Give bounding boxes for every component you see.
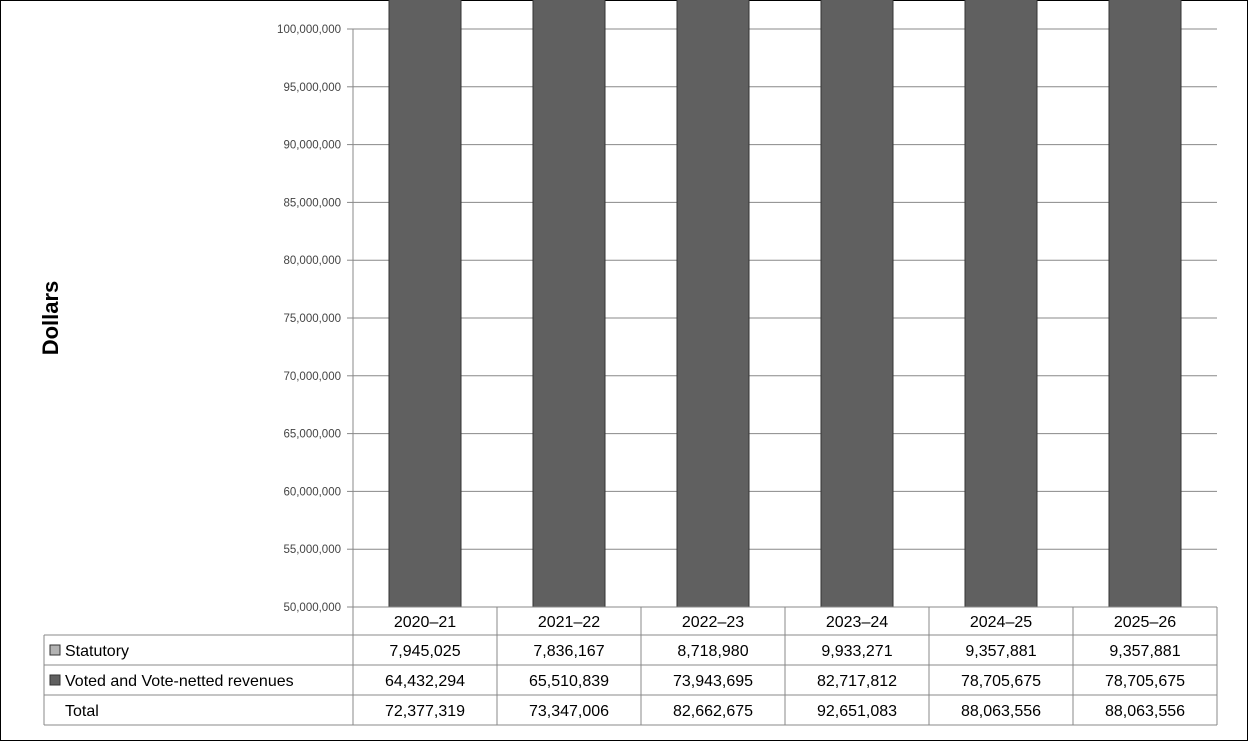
legend-label: Total bbox=[65, 703, 99, 720]
bar-voted bbox=[964, 0, 1038, 608]
table-cell: 73,347,006 bbox=[529, 703, 609, 720]
table-cell: 64,432,294 bbox=[385, 673, 465, 690]
table-cell: 82,662,675 bbox=[673, 703, 753, 720]
y-tick-label: 50,000,000 bbox=[283, 602, 341, 614]
y-tick-label: 60,000,000 bbox=[283, 486, 341, 498]
table-cell: 7,836,167 bbox=[533, 643, 604, 660]
legend-swatch-voted bbox=[49, 674, 61, 686]
y-axis-label: Dollars bbox=[38, 281, 63, 356]
legend-swatch-statutory bbox=[49, 644, 61, 656]
y-tick-label: 70,000,000 bbox=[283, 371, 341, 383]
bar-voted bbox=[1108, 0, 1182, 608]
bar-voted bbox=[388, 0, 462, 608]
legend-label: Statutory bbox=[65, 643, 129, 660]
category-label: 2021–22 bbox=[538, 614, 600, 631]
category-label: 2023–24 bbox=[826, 614, 888, 631]
category-label: 2022–23 bbox=[682, 614, 744, 631]
y-tick-label: 90,000,000 bbox=[283, 140, 341, 152]
y-tick-label: 65,000,000 bbox=[283, 429, 341, 441]
table-cell: 78,705,675 bbox=[961, 673, 1041, 690]
category-label: 2025–26 bbox=[1114, 614, 1176, 631]
category-label: 2024–25 bbox=[970, 614, 1032, 631]
table-cell: 88,063,556 bbox=[961, 703, 1041, 720]
table-cell: 73,943,695 bbox=[673, 673, 753, 690]
table-cell: 7,945,025 bbox=[389, 643, 460, 660]
bar-voted bbox=[676, 0, 750, 608]
table-cell: 65,510,839 bbox=[529, 673, 609, 690]
table-cell: 8,718,980 bbox=[677, 643, 748, 660]
table-cell: 92,651,083 bbox=[817, 703, 897, 720]
table-cell: 72,377,319 bbox=[385, 703, 465, 720]
category-label: 2020–21 bbox=[394, 614, 456, 631]
bar-voted bbox=[532, 0, 606, 608]
table-cell: 82,717,812 bbox=[817, 673, 897, 690]
table-cell: 88,063,556 bbox=[1105, 703, 1185, 720]
y-tick-label: 95,000,000 bbox=[283, 82, 341, 94]
y-tick-label: 100,000,000 bbox=[277, 24, 341, 36]
y-tick-label: 55,000,000 bbox=[283, 544, 341, 556]
table-cell: 9,933,271 bbox=[821, 643, 892, 660]
y-tick-label: 85,000,000 bbox=[283, 197, 341, 209]
y-tick-label: 75,000,000 bbox=[283, 313, 341, 325]
legend-label: Voted and Vote-netted revenues bbox=[65, 673, 294, 690]
table-cell: 9,357,881 bbox=[1109, 643, 1180, 660]
table-cell: 9,357,881 bbox=[965, 643, 1036, 660]
table-cell: 78,705,675 bbox=[1105, 673, 1185, 690]
y-tick-label: 80,000,000 bbox=[283, 255, 341, 267]
bar-voted bbox=[820, 0, 894, 608]
